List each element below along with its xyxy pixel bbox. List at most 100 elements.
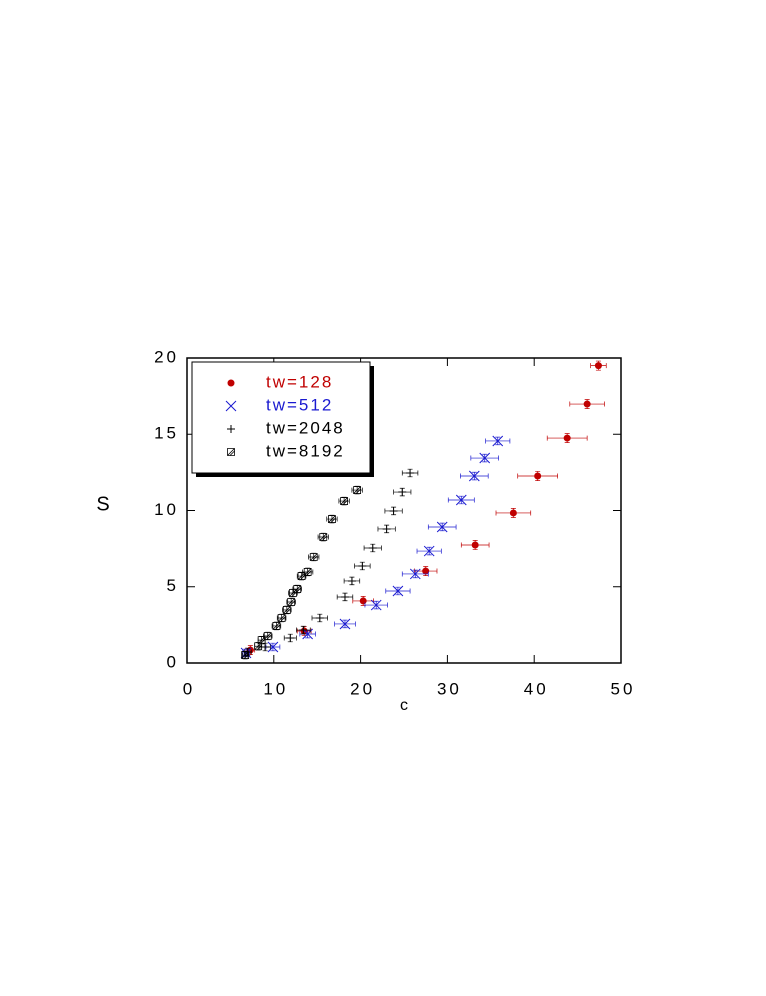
marker-plus (406, 468, 415, 477)
marker-plus (389, 506, 398, 515)
series (243, 468, 419, 657)
marker (398, 488, 407, 497)
marker-x (392, 585, 404, 597)
marker (303, 568, 312, 576)
marker (583, 400, 591, 408)
legend-label: tw=128 (266, 372, 333, 391)
marker (299, 626, 308, 635)
x-tick-label: 20 (350, 679, 375, 698)
marker (509, 509, 517, 517)
marker-square (293, 585, 302, 593)
marker (227, 448, 235, 456)
marker-plus (368, 544, 377, 553)
marker-x (423, 545, 435, 557)
marker (422, 567, 430, 575)
x-tick-label: 40 (524, 679, 549, 698)
marker-dot (594, 362, 602, 370)
marker (328, 515, 336, 523)
marker (370, 599, 382, 611)
marker (389, 506, 398, 515)
marker (309, 553, 318, 561)
marker-square (241, 651, 250, 659)
marker (227, 379, 235, 387)
marker-dot (422, 567, 430, 575)
marker-x (468, 470, 480, 482)
marker (358, 562, 367, 571)
marker (287, 598, 296, 606)
y-tick-label: 5 (167, 576, 179, 595)
marker-x (225, 400, 237, 412)
marker-dot (227, 379, 235, 387)
marker (594, 362, 602, 370)
marker (368, 544, 377, 553)
marker-x (302, 628, 314, 640)
marker-plus (358, 562, 367, 571)
marker-plus (315, 614, 324, 623)
x-tick-label: 0 (183, 679, 195, 698)
marker (340, 592, 349, 601)
marker-x (409, 568, 421, 580)
y-axis-label: S (96, 493, 109, 515)
marker (423, 545, 435, 557)
marker (227, 425, 235, 433)
marker (347, 576, 356, 585)
marker-plus (286, 633, 295, 642)
marker-square (319, 533, 328, 541)
marker-x (370, 599, 382, 611)
y-tick-label: 20 (154, 347, 179, 366)
marker-x (267, 641, 279, 653)
marker (261, 642, 270, 651)
marker-plus (261, 642, 270, 651)
marker (302, 628, 314, 640)
marker (267, 641, 279, 653)
marker (286, 633, 295, 642)
marker-x (455, 494, 467, 506)
marker-plus (382, 524, 391, 533)
marker (436, 521, 448, 533)
x-axis-label: c (400, 697, 408, 714)
marker-dot (563, 434, 571, 442)
marker-x (479, 452, 491, 464)
legend-label: tw=512 (266, 395, 333, 414)
marker (263, 632, 272, 640)
legend-label: tw=8192 (266, 441, 345, 460)
marker-square (227, 448, 235, 456)
y-tick-label: 0 (167, 652, 179, 671)
marker (339, 618, 351, 630)
marker-x (492, 435, 504, 447)
y-tick-label: 10 (154, 500, 179, 519)
marker (479, 452, 491, 464)
marker-x (436, 521, 448, 533)
marker-dot (509, 509, 517, 517)
marker (492, 435, 504, 447)
marker-plus (227, 425, 235, 433)
marker-square (328, 515, 336, 523)
x-tick-label: 10 (263, 679, 288, 698)
marker (359, 597, 367, 605)
y-tick-label: 15 (154, 424, 179, 443)
marker-x (339, 618, 351, 630)
marker (272, 622, 281, 630)
marker-square (282, 606, 291, 614)
x-tick-label: 50 (611, 679, 636, 698)
marker (468, 470, 480, 482)
marker-square (353, 486, 362, 494)
series (241, 485, 363, 660)
marker-square (340, 497, 349, 505)
marker-plus (340, 592, 349, 601)
marker-dot (583, 400, 591, 408)
marker (315, 614, 324, 623)
marker-square (272, 622, 281, 630)
marker (241, 651, 250, 659)
marker (225, 400, 237, 412)
marker (471, 541, 479, 549)
legend: tw=128 tw=512 tw=2048 tw=8192 (191, 361, 374, 477)
marker-square (263, 632, 272, 640)
marker (534, 472, 542, 480)
legend-label: tw=2048 (266, 418, 345, 437)
marker-dot (359, 597, 367, 605)
marker-square (309, 553, 318, 561)
marker (277, 614, 286, 622)
marker-square (287, 598, 296, 606)
